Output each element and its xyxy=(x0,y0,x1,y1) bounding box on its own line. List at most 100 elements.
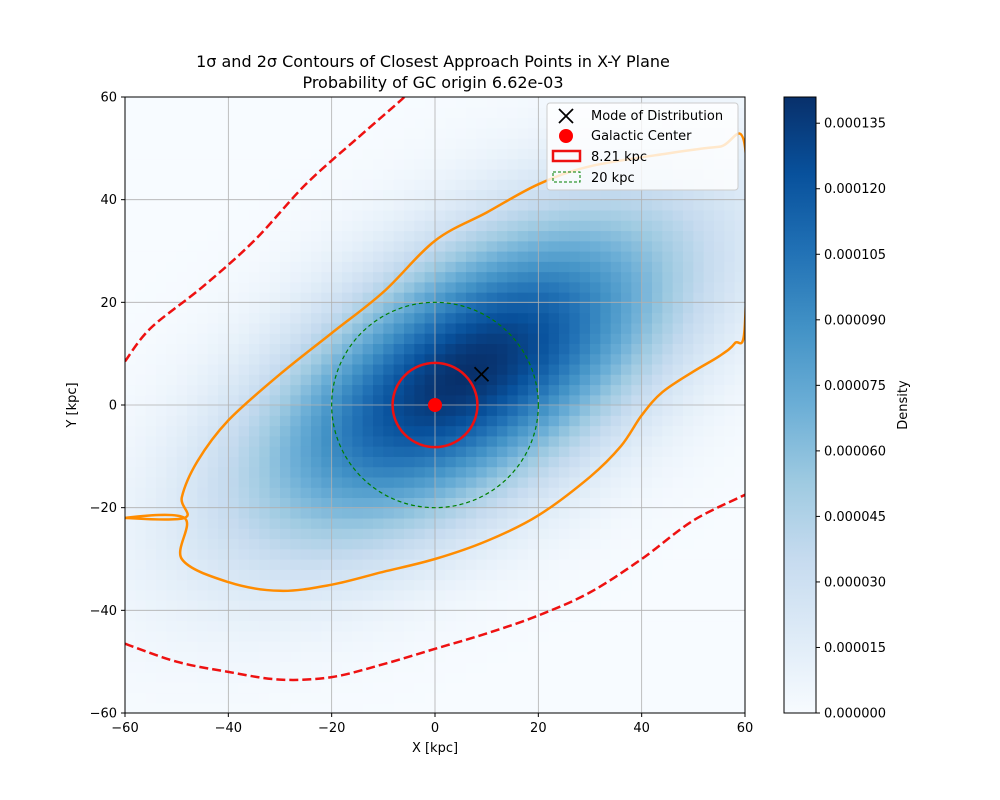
heatmap-cell xyxy=(641,209,653,221)
heatmap-cell xyxy=(352,127,364,139)
heatmap-cell xyxy=(528,569,539,581)
heatmap-cell xyxy=(683,559,694,570)
heatmap-cell xyxy=(631,251,643,262)
heatmap-cell xyxy=(538,302,550,314)
heatmap-cell xyxy=(466,538,477,550)
heatmap-cell xyxy=(621,671,632,683)
heatmap-cell xyxy=(538,600,550,611)
heatmap-cell xyxy=(507,374,519,386)
heatmap-cell xyxy=(703,435,715,447)
heatmap-cell xyxy=(641,435,653,447)
heatmap-cell xyxy=(300,507,312,519)
heatmap-cell xyxy=(569,702,581,713)
heatmap-cell xyxy=(641,97,653,108)
heatmap-cell xyxy=(590,97,601,108)
heatmap-cell xyxy=(579,641,591,652)
heatmap-cell xyxy=(517,97,529,108)
heatmap-cell xyxy=(559,559,570,570)
y-tick-label: −60 xyxy=(90,707,117,722)
heatmap-cell xyxy=(507,528,519,540)
heatmap-cell xyxy=(579,220,591,232)
heatmap-cell xyxy=(166,168,178,180)
heatmap-cell xyxy=(569,292,581,303)
heatmap-cell xyxy=(352,240,364,252)
heatmap-cell xyxy=(207,209,219,221)
heatmap-cell xyxy=(207,199,219,211)
heatmap-cell xyxy=(683,97,694,108)
heatmap-cell xyxy=(466,456,477,468)
heatmap-cell xyxy=(621,538,632,550)
heatmap-cell xyxy=(249,692,260,704)
heatmap-cell xyxy=(238,620,250,632)
heatmap-cell xyxy=(197,538,209,550)
heatmap-cell xyxy=(424,589,436,601)
heatmap-cell xyxy=(187,312,198,324)
heatmap-cell xyxy=(269,528,281,540)
heatmap-cell xyxy=(734,138,745,149)
heatmap-cell xyxy=(600,189,612,201)
heatmap-cell xyxy=(517,456,529,468)
heatmap-cell xyxy=(352,456,364,468)
heatmap-cell xyxy=(404,251,415,262)
heatmap-cell xyxy=(238,507,250,519)
heatmap-cell xyxy=(280,322,291,334)
heatmap-cell xyxy=(693,189,705,201)
heatmap-cell xyxy=(528,682,539,694)
heatmap-cell xyxy=(383,127,395,139)
legend-label-galactic-center: Galactic Center xyxy=(591,129,692,144)
heatmap-cell xyxy=(455,168,467,180)
heatmap-cell xyxy=(331,148,343,160)
heatmap-cell xyxy=(466,189,477,201)
heatmap-cell xyxy=(135,538,147,550)
heatmap-cell xyxy=(414,497,426,509)
heatmap-cell xyxy=(187,651,198,663)
heatmap-cell xyxy=(466,261,477,273)
heatmap-cell xyxy=(238,600,250,611)
heatmap-cell xyxy=(197,168,209,180)
heatmap-cell xyxy=(734,446,745,457)
heatmap-cell xyxy=(249,415,260,427)
heatmap-cell xyxy=(145,292,157,303)
heatmap-cell xyxy=(528,641,539,652)
heatmap-cell xyxy=(528,138,539,149)
heatmap-cell xyxy=(507,476,519,488)
heatmap-cell xyxy=(466,251,477,262)
heatmap-cell xyxy=(724,651,736,663)
heatmap-cell xyxy=(652,507,663,519)
heatmap-cell xyxy=(362,641,374,652)
heatmap-cell xyxy=(414,538,426,550)
heatmap-cell xyxy=(497,353,508,365)
heatmap-cell xyxy=(600,630,612,642)
heatmap-cell xyxy=(486,251,498,262)
heatmap-cell xyxy=(703,230,715,242)
heatmap-cell xyxy=(486,579,498,591)
heatmap-cell xyxy=(269,189,281,201)
heatmap-cell xyxy=(249,559,260,570)
heatmap-cell xyxy=(166,333,178,344)
heatmap-cell xyxy=(507,179,519,190)
heatmap-cell xyxy=(683,209,694,221)
heatmap-cell xyxy=(125,333,136,344)
heatmap-cell xyxy=(435,127,446,139)
heatmap-cell xyxy=(259,394,271,406)
heatmap-cell xyxy=(579,405,591,416)
heatmap-cell xyxy=(590,692,601,704)
heatmap-cell xyxy=(352,661,364,673)
heatmap-cell xyxy=(331,230,343,242)
heatmap-cell xyxy=(414,138,426,149)
heatmap-cell xyxy=(125,487,136,498)
heatmap-cell xyxy=(404,363,415,375)
heatmap-cell xyxy=(362,487,374,498)
heatmap-cell xyxy=(672,353,684,365)
heatmap-cell xyxy=(311,569,322,581)
heatmap-cell xyxy=(528,384,539,396)
heatmap-cell xyxy=(311,322,322,334)
heatmap-cell xyxy=(435,189,446,201)
heatmap-cell xyxy=(734,620,745,632)
heatmap-cell xyxy=(156,148,167,160)
heatmap-cell xyxy=(445,179,457,190)
heatmap-cell xyxy=(145,476,157,488)
heatmap-cell xyxy=(135,271,147,283)
circle-8-21-kpc xyxy=(391,361,479,449)
heatmap-cell xyxy=(424,97,436,108)
